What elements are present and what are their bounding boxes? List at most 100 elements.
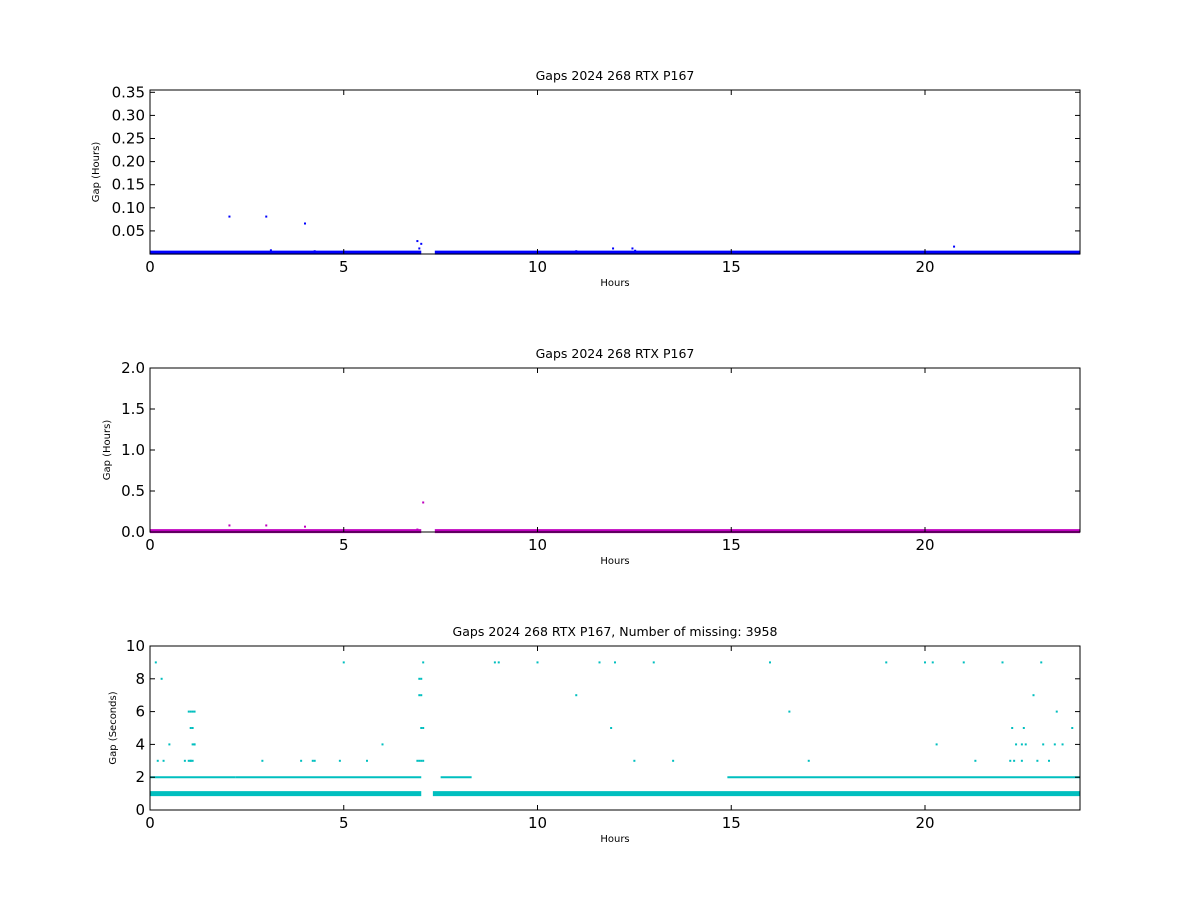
panel-3-title: Gaps 2024 268 RTX P167, Number of missin… — [453, 624, 778, 639]
panel-3-ylabel: Gap (Seconds) — [108, 691, 119, 764]
panel-3-frame — [149, 645, 1081, 811]
data-point — [187, 759, 190, 762]
panel-1-xlabel: Hours — [600, 278, 629, 289]
data-point — [575, 250, 578, 253]
y-tick-label: 4 — [135, 735, 145, 753]
panel-1-frame — [149, 89, 1081, 255]
data-point — [366, 759, 368, 762]
data-point — [418, 677, 421, 680]
x-tick-label: 20 — [915, 814, 934, 832]
data-point — [497, 661, 500, 664]
data-point — [769, 661, 771, 664]
y-tick-label: 0.15 — [112, 176, 145, 194]
data-point — [304, 525, 306, 528]
panel-2: Gaps 2024 268 RTX P167 0 5 10 15 20 0.0 0.5 1.0… — [102, 346, 1081, 567]
data-point — [418, 759, 421, 762]
data-point — [610, 727, 613, 729]
data-point — [634, 249, 637, 252]
panel-1-ylabel: Gap (Hours) — [91, 142, 102, 203]
y-tick-label: 0 — [135, 801, 145, 819]
y-tick-label: 1.0 — [121, 441, 145, 459]
data-point — [1071, 727, 1074, 729]
data-point — [304, 222, 306, 225]
data-point — [1013, 759, 1016, 762]
data-point — [168, 743, 171, 746]
data-point — [652, 661, 655, 664]
data-point — [788, 710, 791, 713]
data-point — [1061, 743, 1064, 746]
data-point — [1009, 759, 1012, 762]
data-point — [269, 249, 272, 252]
x-tick-label: 10 — [528, 536, 547, 554]
data-point — [614, 661, 616, 664]
data-point — [1048, 759, 1050, 762]
data-point — [1015, 743, 1018, 746]
data-point — [1040, 661, 1043, 664]
data-point — [191, 710, 194, 713]
data-point — [342, 661, 345, 664]
data-point — [420, 242, 423, 245]
data-point — [422, 727, 425, 729]
panel-3: Gaps 2024 268 RTX P167, Number of missin… — [108, 624, 1081, 845]
data-point — [598, 661, 601, 664]
data-point — [422, 501, 425, 504]
y-tick-label: 1.5 — [121, 400, 145, 418]
y-tick-label: 0.0 — [121, 523, 145, 541]
data-point — [311, 759, 314, 762]
panel-2-title: Gaps 2024 268 RTX P167 — [536, 346, 695, 361]
data-point — [261, 759, 264, 762]
y-tick-label: 0.20 — [112, 153, 145, 171]
y-tick-label: 0.5 — [121, 482, 145, 500]
data-point — [422, 759, 425, 762]
data-point — [313, 759, 316, 762]
data-point — [1011, 727, 1014, 729]
data-point — [416, 240, 419, 243]
data-point — [1032, 694, 1035, 697]
x-tick-label: 10 — [528, 258, 547, 276]
data-point — [807, 759, 810, 762]
y-tick-label: 0.30 — [112, 106, 145, 124]
data-point — [160, 677, 163, 680]
y-tick-label: 6 — [135, 703, 145, 721]
x-tick-label: 0 — [145, 536, 155, 554]
data-point — [1001, 661, 1004, 664]
y-tick-label: 10 — [126, 637, 145, 655]
x-tick-label: 5 — [339, 258, 349, 276]
y-tick-label: 0.25 — [112, 130, 145, 148]
data-point — [885, 661, 888, 664]
y-tick-label: 0.35 — [112, 83, 145, 101]
panel-2-frame — [149, 367, 1081, 533]
data-point — [156, 759, 159, 762]
x-tick-label: 0 — [145, 814, 155, 832]
data-point — [631, 247, 634, 250]
data-point — [416, 759, 419, 762]
x-tick-label: 15 — [722, 814, 741, 832]
y-tick-label: 2.0 — [121, 359, 145, 377]
data-point — [189, 759, 192, 762]
data-point — [228, 215, 231, 218]
x-tick-label: 15 — [722, 536, 741, 554]
y-tick-label: 0.10 — [112, 199, 145, 217]
panel-1: Gaps 2024 268 RTX P167 0 5 10 15 20 0.05 0.10 0… — [91, 68, 1081, 289]
data-point — [422, 661, 425, 664]
data-point — [228, 524, 231, 527]
x-tick-label: 0 — [145, 258, 155, 276]
x-tick-label: 20 — [915, 258, 934, 276]
data-point — [265, 524, 268, 527]
data-point — [193, 743, 196, 746]
data-point — [420, 759, 423, 762]
data-point — [962, 661, 965, 664]
x-tick-label: 20 — [915, 536, 934, 554]
data-point — [536, 661, 539, 664]
y-tick-label: 0.05 — [112, 222, 145, 240]
data-point — [1055, 710, 1058, 713]
data-point — [935, 743, 938, 746]
data-point — [418, 247, 421, 250]
data-point — [1053, 743, 1056, 746]
data-point — [418, 694, 421, 697]
data-point — [191, 743, 194, 746]
data-point — [189, 727, 192, 729]
data-point — [338, 759, 341, 762]
data-point — [1022, 727, 1025, 729]
panel-3-xlabel: Hours — [600, 834, 629, 845]
